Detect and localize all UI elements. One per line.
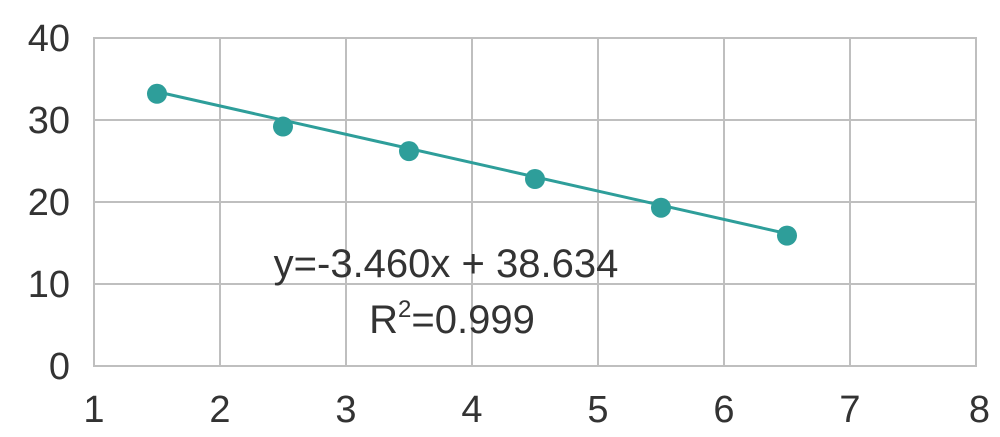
- x-tick-label: 5: [587, 389, 608, 431]
- x-tick-label: 3: [335, 389, 356, 431]
- x-tick-label: 1: [83, 389, 104, 431]
- x-tick-label: 6: [713, 389, 734, 431]
- r-squared-label: R2=0.999: [369, 296, 535, 342]
- x-axis-tick-labels: 1 2 3 4 5 6 7 8: [83, 389, 990, 431]
- y-tick-label: 30: [28, 100, 70, 142]
- y-tick-label: 20: [28, 182, 70, 224]
- data-point: [399, 141, 419, 162]
- plot-area-border: [93, 37, 977, 367]
- r-squared-prefix: R: [369, 298, 398, 342]
- y-axis-tick-labels: 0 10 20 30 40: [28, 18, 70, 388]
- x-tick-label: 2: [209, 389, 230, 431]
- trendline-equation: y=-3.460x + 38.634: [274, 242, 619, 286]
- data-point: [273, 116, 293, 137]
- x-tick-label: 8: [969, 389, 990, 431]
- y-tick-label: 0: [49, 346, 70, 388]
- trendline: [156, 90, 788, 236]
- grid-lines: [93, 37, 977, 367]
- y-tick-label: 40: [28, 18, 70, 60]
- data-point: [147, 83, 167, 104]
- data-points: [147, 83, 797, 246]
- data-point: [777, 225, 797, 246]
- y-tick-label: 10: [28, 264, 70, 306]
- x-tick-label: 7: [839, 389, 860, 431]
- data-point: [525, 169, 545, 190]
- data-point: [651, 197, 671, 218]
- r-squared-superscript: 2: [398, 296, 411, 323]
- r-squared-value: =0.999: [411, 298, 534, 342]
- x-tick-label: 4: [461, 389, 482, 431]
